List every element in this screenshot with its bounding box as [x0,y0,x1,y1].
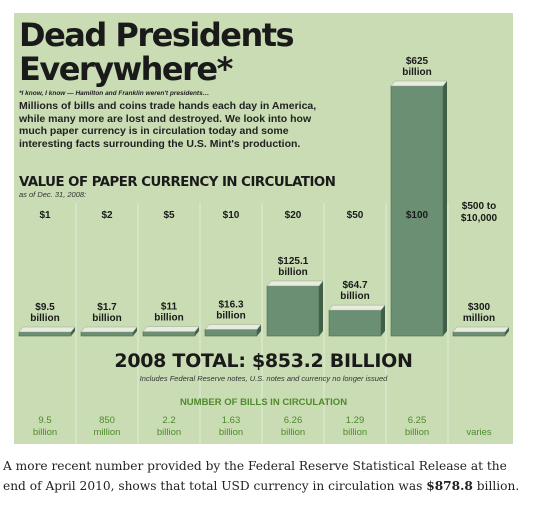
bill-count-label: 1.29 [346,415,365,426]
bill-count-label: billion [405,427,429,438]
bar [18,331,72,337]
bill-count-label: million [94,427,121,438]
value-label: billion [216,310,245,321]
bill-count-label: billion [33,427,57,438]
value-label: $16.3 [218,299,243,310]
bar-top [390,80,448,87]
bill-count-label: billion [343,427,367,438]
bar-top [328,304,386,311]
bar-side [505,327,509,336]
bill-count-label: 1.63 [222,415,241,426]
bill-count-label: billion [281,427,305,438]
value-label: $125.1 [278,256,309,267]
total-label: 2008 TOTAL: $853.2 BILLION [114,350,413,372]
category-label: $20 [285,210,302,221]
value-label: billion [154,313,183,324]
bill-count-label: 9.5 [38,415,51,426]
bar-chart: $1$9.5billion9.5billion$2$1.7billion850m… [18,56,510,444]
bar [266,285,320,337]
bar [142,331,196,337]
bar-top [142,326,200,332]
as-of-date: as of Dec. 31, 2008: [19,190,87,199]
bar-top [18,326,76,333]
category-label: $100 [406,210,429,221]
value-label: $11 [161,302,178,313]
total-note: Includes Federal Reserve notes, U.S. not… [139,374,388,383]
title-line-1: Dead Presidents [19,16,295,54]
category-label: $50 [347,210,364,221]
value-label: billion [30,313,59,324]
bar-side [257,324,261,336]
caption-amount: $878.8 [426,479,473,493]
value-label: billion [340,291,369,302]
bills-heading: NUMBER OF BILLS IN CIRCULATION [179,397,348,408]
value-label: $300 [468,302,491,313]
category-label: $10 [223,210,240,221]
value-label: $625 [406,56,429,67]
category-label: $2 [101,210,113,221]
bar-side [71,327,75,336]
caption: A more recent number provided by the Fed… [3,456,529,496]
value-label: $64.7 [342,280,367,291]
caption-suffix: billion. [472,479,520,493]
value-label: $9.5 [35,302,55,313]
bill-count-label: varies [466,427,492,438]
bar-top [266,280,324,287]
category-label: $1 [39,210,51,221]
bar [328,309,382,337]
bill-count-label: 6.26 [284,415,303,426]
bar-top [452,326,510,333]
category-label: $5 [163,210,175,221]
title-line-2: Everywhere* [19,50,233,88]
bar-side [319,280,323,336]
bar [204,329,258,337]
bill-count-label: 2.2 [162,415,175,426]
bill-count-label: billion [157,427,181,438]
value-label: $1.7 [97,302,117,313]
bill-count-label: 6.25 [408,415,427,426]
intro-text: Millions of bills and coins trade hands … [19,100,317,150]
footnote: *I know, I know — Hamilton and Franklin … [19,90,210,97]
value-label: million [463,313,495,324]
category-label: $500 to [462,201,496,212]
bar-top [80,326,138,333]
bar [390,85,444,337]
bar-top [204,324,262,330]
bar [452,331,506,337]
chart-title: VALUE OF PAPER CURRENCY IN CIRCULATION [19,175,336,190]
bill-count-label: billion [219,427,243,438]
bar-side [195,326,199,336]
category-label: $10,000 [461,213,498,224]
bar-side [133,327,137,336]
bar-side [443,81,447,336]
value-label: billion [92,313,121,324]
caption-text: A more recent number provided by the Fed… [3,459,507,493]
bar-side [381,305,385,336]
bill-count-label: 850 [99,415,115,426]
bar [80,331,134,337]
infographic: $1 $9.5 billion 9.5 billion $2 $1.7 billion 850 m… [14,13,513,444]
value-label: billion [402,67,431,78]
value-label: billion [278,267,307,278]
